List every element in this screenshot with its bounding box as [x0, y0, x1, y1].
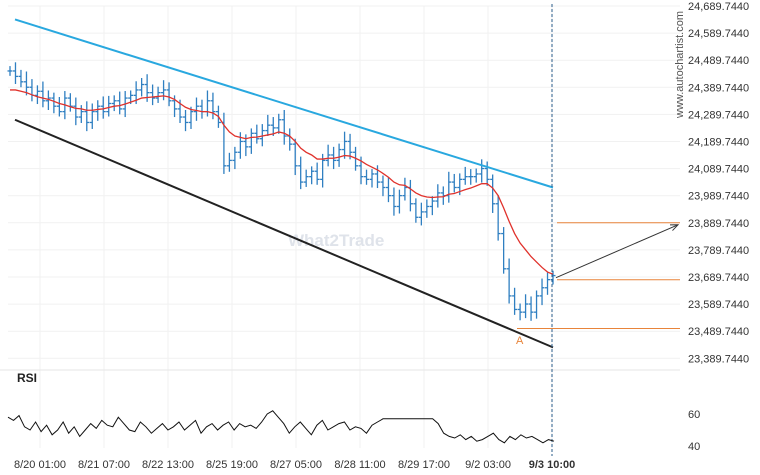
- forecast-arrowhead: [669, 224, 680, 231]
- rsi-tick-label: 60: [688, 409, 700, 421]
- site-label: www.autochartist.com: [674, 11, 686, 119]
- forecast-arrow: [555, 224, 679, 279]
- y-tick-label: 24,689.7440: [688, 1, 749, 13]
- price-chart: [7, 4, 680, 456]
- rsi-panel: [7, 410, 555, 444]
- x-tick-label: 8/21 07:00: [78, 459, 130, 471]
- x-tick-label: 8/22 13:00: [142, 459, 194, 471]
- x-tick-label: 8/29 17:00: [398, 459, 450, 471]
- x-tick-label: 8/20 01:00: [14, 459, 66, 471]
- y-tick-label: 23,389.7440: [688, 353, 749, 365]
- x-tick-label: 8/25 19:00: [206, 459, 258, 471]
- y-tick-label: 24,289.7440: [688, 109, 749, 121]
- x-axis-ticks: 8/20 01:00 8/21 07:00 8/22 13:00 8/25 19:00…: [14, 459, 575, 471]
- grid-lines: [0, 5, 680, 448]
- point-a-label: A: [516, 335, 524, 347]
- y-tick-label: 23,989.7440: [688, 191, 749, 203]
- y-tick-label: 24,489.7440: [688, 55, 749, 67]
- x-tick-label: 8/27 05:00: [270, 459, 322, 471]
- lower-trendline: [14, 118, 554, 349]
- y-axis-ticks: 24,689.7440 24,589.7440 24,489.7440 24,389.…: [688, 1, 749, 365]
- y-tick-label: 23,789.7440: [688, 245, 749, 257]
- y-tick-label: 23,689.7440: [688, 272, 749, 284]
- y-tick-label: 24,189.7440: [688, 137, 749, 149]
- y-tick-label: 23,489.7440: [688, 326, 749, 338]
- y-tick-label: 23,589.7440: [688, 299, 749, 311]
- rsi-axis-ticks: 60 40: [688, 409, 700, 453]
- x-tick-label: 9/3 10:00: [529, 459, 575, 471]
- x-tick-label: 9/2 03:00: [465, 459, 511, 471]
- y-tick-label: 24,389.7440: [688, 82, 749, 94]
- rsi-label: RSI: [17, 371, 37, 385]
- y-tick-label: 24,089.7440: [688, 164, 749, 176]
- rsi-tick-label: 40: [688, 441, 700, 453]
- y-tick-label: 23,889.7440: [688, 218, 749, 230]
- moving-average-line: [10, 89, 554, 275]
- y-tick-label: 24,589.7440: [688, 28, 749, 40]
- rsi-line: [7, 410, 555, 444]
- upper-trendline: [14, 18, 554, 189]
- x-tick-label: 8/28 11:00: [334, 459, 385, 471]
